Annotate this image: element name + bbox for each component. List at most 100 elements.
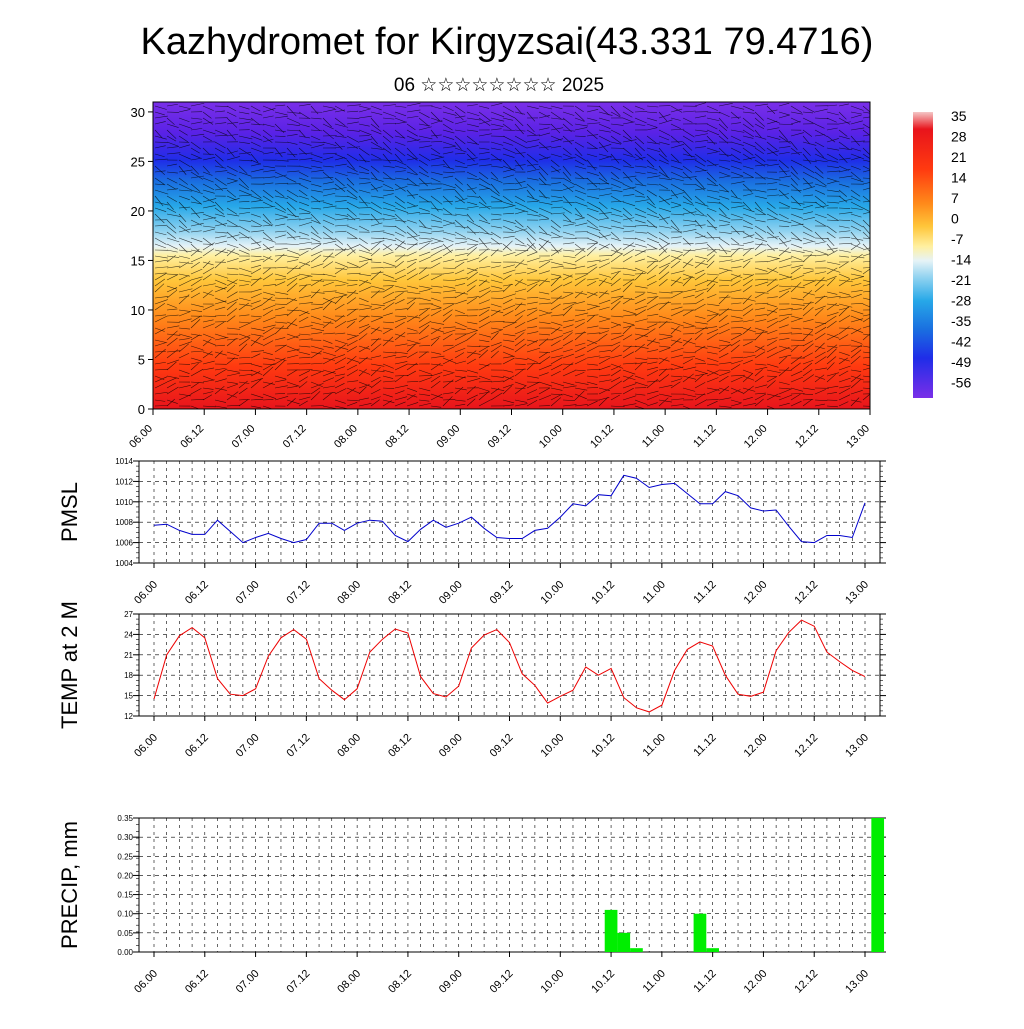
heatmap-ytick-label: 25 (131, 154, 145, 169)
temp-ytick-label: 12 (124, 712, 133, 721)
precip-xtick-label: 13.00 (843, 968, 871, 996)
colorbar-label: -7 (951, 231, 964, 247)
heatmap-xtick-label: 10.12 (588, 423, 616, 451)
temp-xtick-label: 07.12 (285, 732, 313, 760)
temp-xtick-label: 12.00 (742, 732, 770, 760)
pmsl-xtick-label: 08.12 (386, 579, 414, 607)
pmsl-ytick-label: 1008 (115, 518, 133, 527)
pmsl-xtick-label: 11.00 (641, 579, 668, 606)
heatmap-xtick-label: 13.00 (844, 423, 872, 451)
pmsl-xtick-label: 10.12 (589, 579, 617, 607)
heatmap-xtick-label: 11.12 (691, 423, 718, 450)
heatmap-xtick-label: 11.00 (640, 423, 667, 450)
colorbar-label: -49 (951, 354, 971, 370)
temp-ytick-label: 18 (124, 671, 133, 680)
precip-xtick-label: 10.12 (589, 968, 617, 996)
colorbar-scale (913, 112, 933, 398)
precip-xtick-label: 08.12 (386, 968, 414, 996)
precip-xtick-label: 11.12 (691, 968, 718, 995)
colorbar-label: 28 (951, 129, 967, 145)
precip-xtick-label: 12.12 (792, 968, 820, 996)
heatmap-xtick-label: 12.00 (742, 423, 770, 451)
precip-xtick-label: 09.00 (437, 968, 465, 996)
pmsl-ytick-label: 1006 (115, 539, 133, 548)
heatmap-xtick-label: 12.12 (793, 423, 821, 451)
precip-xtick-label: 07.12 (285, 968, 313, 996)
temp-xtick-label: 10.00 (538, 732, 566, 760)
pmsl-xtick-label: 06.12 (183, 579, 211, 607)
heatmap-xtick-label: 09.00 (434, 423, 462, 451)
temperature-field (153, 102, 870, 409)
temp-ytick-label: 27 (124, 610, 133, 619)
pmsl-ytick-label: 1014 (115, 457, 133, 466)
pmsl-xtick-label: 07.00 (234, 579, 262, 607)
temp-ytick-label: 21 (124, 651, 133, 660)
precip-ylabel: PRECIP, mm (57, 821, 82, 949)
temp-xtick-label: 09.12 (488, 732, 516, 760)
pmsl-xtick-label: 11.12 (691, 579, 718, 606)
precip-ytick-label: 0.10 (117, 910, 133, 919)
colorbar-label: 0 (951, 211, 959, 227)
precip-bar (617, 933, 630, 952)
pmsl-xtick-label: 09.00 (437, 579, 465, 607)
heatmap-xtick-label: 08.12 (383, 423, 411, 451)
heatmap-xtick-label: 07.00 (230, 423, 258, 451)
temp-xtick-label: 06.12 (183, 732, 211, 760)
pmsl-xtick-label: 12.00 (742, 579, 770, 607)
heatmap-xtick-label: 10.00 (537, 423, 565, 451)
temp-xtick-label: 11.12 (691, 732, 718, 759)
precip-xtick-label: 10.00 (538, 968, 566, 996)
temp-xtick-label: 13.00 (843, 732, 871, 760)
heatmap-ytick-label: 20 (131, 204, 145, 219)
precip-bar (605, 910, 618, 952)
precip-ytick-label: 0.15 (117, 891, 133, 900)
colorbar-label: 7 (951, 190, 959, 206)
precip-bar (871, 818, 884, 952)
pmsl-xtick-label: 06.00 (132, 579, 160, 607)
heatmap-xtick-label: 09.12 (486, 423, 514, 451)
colorbar-label: -42 (951, 334, 971, 350)
colorbar-label: 14 (951, 170, 967, 186)
temp-xtick-label: 10.12 (589, 732, 617, 760)
precip-bar (630, 948, 643, 952)
temp-xtick-label: 08.12 (386, 732, 414, 760)
heatmap-ytick-label: 5 (138, 352, 145, 367)
colorbar-label: -35 (951, 313, 971, 329)
precip-xtick-label: 11.00 (641, 968, 668, 995)
temp-xtick-label: 12.12 (792, 732, 820, 760)
heatmap-ytick-label: 0 (138, 402, 145, 417)
temp-xtick-label: 06.00 (132, 732, 160, 760)
colorbar-label: -21 (951, 272, 971, 288)
temp-xtick-label: 09.00 (437, 732, 465, 760)
temp-xtick-label: 07.00 (234, 732, 262, 760)
heatmap-xtick-label: 07.12 (281, 423, 309, 451)
precip-ytick-label: 0.35 (117, 814, 133, 823)
colorbar-label: -28 (951, 293, 971, 309)
heatmap-ytick-label: 10 (131, 303, 145, 318)
pmsl-ytick-label: 1004 (115, 559, 133, 568)
chart-title: Kazhydromet for Kirgyzsai(43.331 79.4716… (141, 21, 874, 63)
heatmap-xtick-label: 06.12 (178, 423, 206, 451)
pmsl-xtick-label: 10.00 (538, 579, 566, 607)
pmsl-ytick-label: 1012 (115, 477, 133, 486)
precip-ytick-label: 0.30 (117, 833, 133, 842)
temp-ytick-label: 24 (124, 630, 133, 639)
temp-2m-panel: 12 15 18 21 24 27 TEMP at 2 M 06.00 06.12 07.00 07… (57, 601, 886, 760)
colorbar-label: -56 (951, 375, 971, 391)
precip-ytick-label: 0.05 (117, 929, 133, 938)
pmsl-ytick-label: 1010 (115, 498, 133, 507)
precip-xtick-label: 08.00 (335, 968, 363, 996)
precip-panel: 0.000.050.100.150.200.250.300.35PRECIP, … (57, 814, 886, 996)
chart-subtitle: 06 ☆☆☆☆☆☆☆☆ 2025 (394, 75, 604, 96)
precip-ytick-label: 0.20 (117, 871, 133, 880)
temp-ylabel: TEMP at 2 M (57, 601, 82, 729)
pmsl-xtick-label: 08.00 (335, 579, 363, 607)
pmsl-xtick-label: 13.00 (843, 579, 871, 607)
precip-xtick-label: 07.00 (234, 968, 262, 996)
temp-ytick-label: 15 (124, 692, 133, 701)
pmsl-xtick-label: 12.12 (792, 579, 820, 607)
